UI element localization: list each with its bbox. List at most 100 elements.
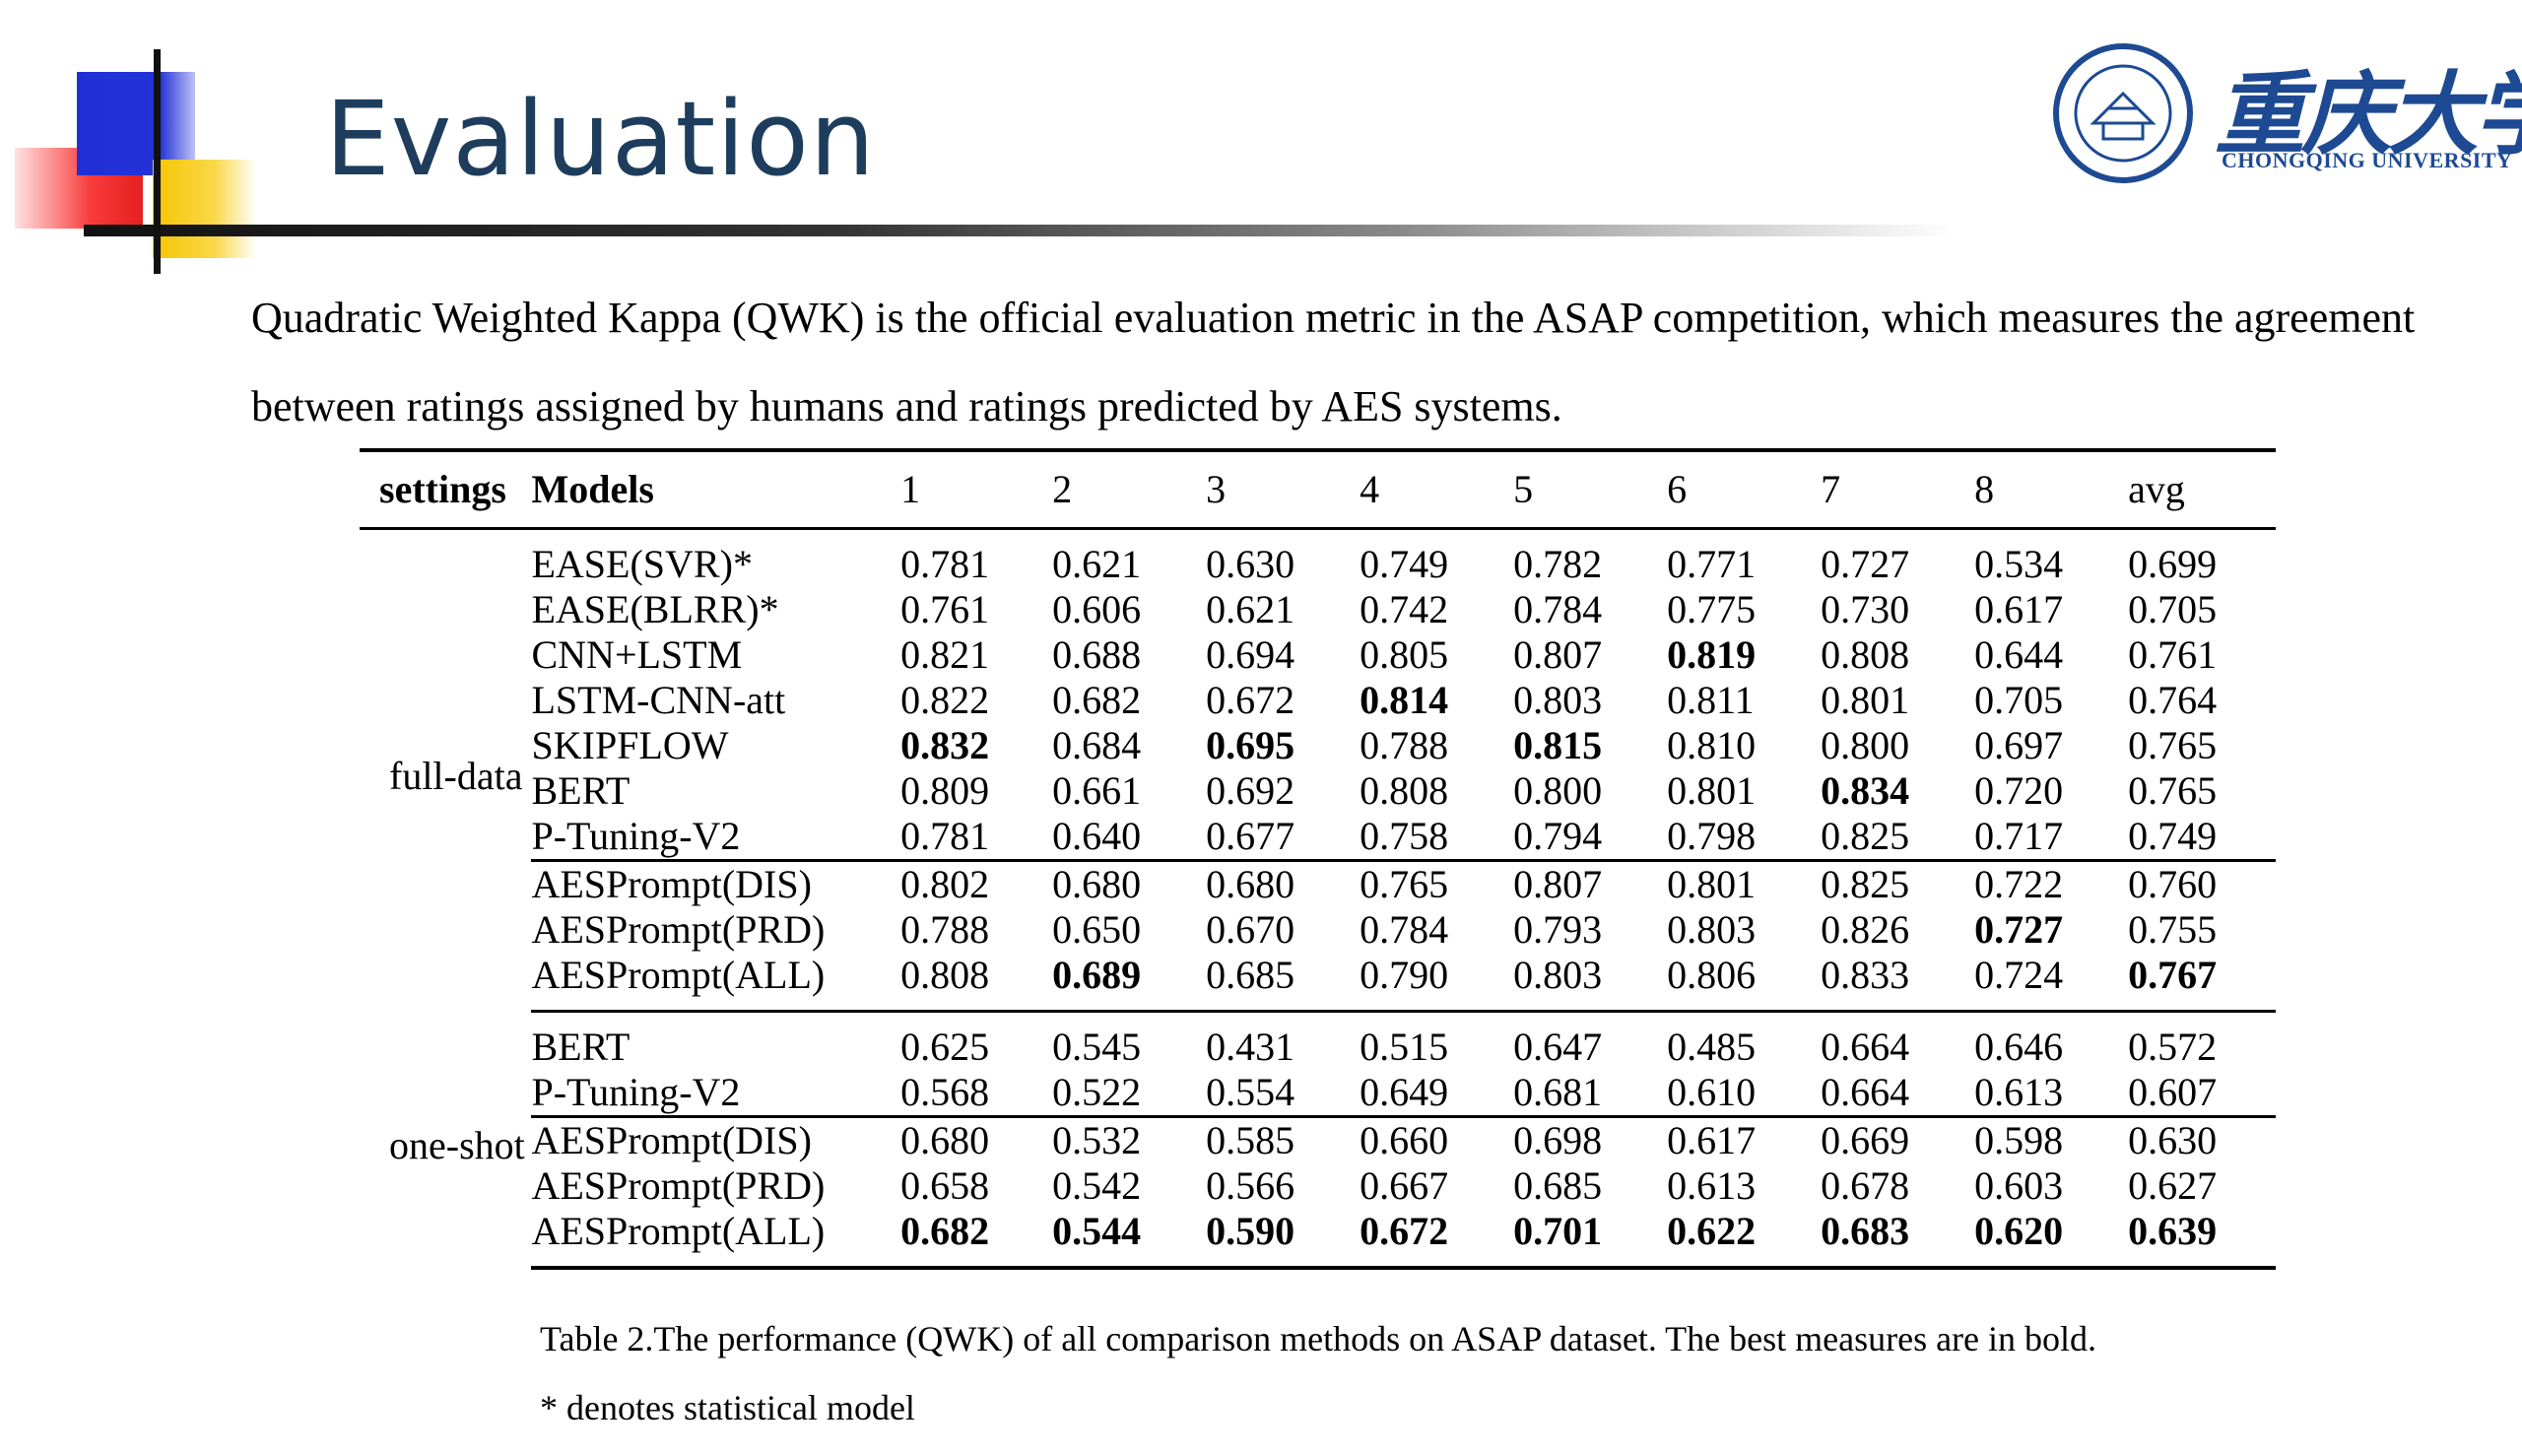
score-cell: 0.802 xyxy=(900,859,1053,907)
score-cell: 0.790 xyxy=(1360,953,1514,1013)
table-row: AESPrompt(PRD) 0.658 0.542 0.566 0.667 0.685 0… xyxy=(360,1163,2276,1209)
score-cell: 0.730 xyxy=(1821,587,1910,631)
score-cell: 0.825 xyxy=(1821,814,1910,858)
score-cell: 0.800 xyxy=(1513,768,1603,813)
score-cell: 0.621 xyxy=(1206,587,1295,631)
score-cell: 0.692 xyxy=(1206,768,1295,813)
score-cell: 0.793 xyxy=(1513,907,1603,952)
score-cell: 0.809 xyxy=(900,768,990,813)
table-row: AESPrompt(PRD) 0.788 0.650 0.670 0.784 0.793 0… xyxy=(360,907,2276,953)
score-cell: 0.705 xyxy=(2128,587,2218,631)
score-cell: 0.661 xyxy=(1052,768,1142,813)
score-cell: 0.485 xyxy=(1667,1025,1757,1069)
table-footnote: * denotes statistical model xyxy=(540,1388,915,1427)
university-seal-icon xyxy=(2053,43,2193,183)
score-cell: 0.680 xyxy=(1206,859,1361,907)
model-cell: P-Tuning-V2 xyxy=(531,1070,741,1114)
score-cell: 0.515 xyxy=(1360,1025,1449,1069)
score-cell: 0.833 xyxy=(1821,953,1975,1013)
score-cell: 0.658 xyxy=(900,1163,990,1208)
score-cell: 0.522 xyxy=(1052,1070,1142,1114)
table-row: full-data EASE(SVR)* 0.781 0.621 0.630 0.749 0… xyxy=(360,529,2276,798)
table-caption: Table 2.The performance (QWK) of all com… xyxy=(540,1319,2097,1358)
score-cell: 0.544 xyxy=(1052,1209,1207,1270)
score-cell: 0.606 xyxy=(1052,587,1142,631)
model-cell: P-Tuning-V2 xyxy=(531,814,741,858)
score-cell: 0.765 xyxy=(2128,723,2218,767)
column-header: 3 xyxy=(1206,448,1361,530)
model-cell: CNN+LSTM xyxy=(531,632,743,677)
university-name-en: CHONGQING UNIVERSITY xyxy=(2222,148,2513,172)
score-cell: 0.761 xyxy=(900,587,990,631)
score-cell: 0.630 xyxy=(1206,542,1295,586)
model-cell: AESPrompt(PRD) xyxy=(531,1163,826,1208)
column-header: 2 xyxy=(1052,448,1207,530)
column-header: settings xyxy=(360,448,532,530)
title-underline xyxy=(84,225,1956,236)
score-cell: 0.603 xyxy=(1974,1163,2064,1208)
score-cell: 0.801 xyxy=(1821,678,1910,722)
score-cell: 0.788 xyxy=(900,907,990,952)
score-cell: 0.678 xyxy=(1821,1163,1910,1208)
score-cell: 0.771 xyxy=(1667,542,1757,586)
university-name-cn: 重庆大学 xyxy=(2215,62,2522,167)
score-cell: 0.681 xyxy=(1513,1070,1603,1114)
setting-cell: full-data xyxy=(389,754,523,799)
table-row: AESPrompt(ALL) 0.808 0.689 0.685 0.790 0.803 0… xyxy=(360,953,2276,1013)
setting-cell: one-shot xyxy=(389,1122,525,1167)
score-cell: 0.755 xyxy=(2128,907,2218,952)
score-cell: 0.794 xyxy=(1513,814,1603,858)
score-cell: 0.677 xyxy=(1206,814,1295,858)
slide-title: Evaluation xyxy=(325,79,876,199)
score-cell: 0.801 xyxy=(1667,859,1822,907)
column-header: 5 xyxy=(1513,448,1668,530)
score-cell: 0.682 xyxy=(1052,678,1142,722)
score-cell: 0.695 xyxy=(1206,723,1295,767)
column-header: Models xyxy=(531,448,901,530)
score-cell: 0.670 xyxy=(1206,907,1295,952)
score-cell: 0.701 xyxy=(1513,1209,1668,1270)
score-cell: 0.622 xyxy=(1667,1209,1822,1270)
score-cell: 0.699 xyxy=(2128,542,2218,586)
table-row: AESPrompt(DIS) 0.802 0.680 0.680 0.765 0.807 0… xyxy=(360,859,2276,907)
score-cell: 0.697 xyxy=(1974,723,2064,767)
column-header: avg xyxy=(2128,448,2276,530)
score-cell: 0.781 xyxy=(900,542,990,586)
score-cell: 0.815 xyxy=(1513,723,1603,767)
model-cell: AESPrompt(ALL) xyxy=(531,953,901,1013)
score-cell: 0.749 xyxy=(1360,542,1449,586)
score-cell: 0.627 xyxy=(2128,1163,2218,1208)
column-header: 6 xyxy=(1667,448,1822,530)
score-cell: 0.803 xyxy=(1513,953,1668,1013)
score-cell: 0.630 xyxy=(2128,1115,2276,1163)
score-cell: 0.808 xyxy=(1821,632,1910,677)
score-cell: 0.760 xyxy=(2128,859,2276,907)
score-cell: 0.808 xyxy=(900,953,1053,1013)
score-cell: 0.664 xyxy=(1821,1025,1910,1069)
score-cell: 0.803 xyxy=(1513,678,1603,722)
score-cell: 0.800 xyxy=(1821,723,1910,767)
score-cell: 0.532 xyxy=(1052,1115,1207,1163)
score-cell: 0.554 xyxy=(1206,1070,1295,1114)
score-cell: 0.822 xyxy=(900,678,990,722)
score-cell: 0.765 xyxy=(1360,859,1514,907)
score-cell: 0.625 xyxy=(900,1025,990,1069)
score-cell: 0.819 xyxy=(1667,632,1757,677)
score-cell: 0.647 xyxy=(1513,1025,1603,1069)
column-header: 4 xyxy=(1360,448,1514,530)
score-cell: 0.680 xyxy=(1052,859,1207,907)
table-row: P-Tuning-V2 0.781 0.640 0.677 0.758 0.794 0.79… xyxy=(360,814,2276,861)
score-cell: 0.806 xyxy=(1667,953,1822,1013)
score-cell: 0.798 xyxy=(1667,814,1757,858)
score-cell: 0.694 xyxy=(1206,632,1295,677)
score-cell: 0.834 xyxy=(1821,768,1910,813)
performance-table: settings Models 1 2 3 4 5 6 7 8 avg full-data EASE(… xyxy=(360,448,2276,1270)
score-cell: 0.705 xyxy=(1974,678,2064,722)
score-cell: 0.617 xyxy=(1974,587,2064,631)
decor-blue-square xyxy=(77,72,195,175)
intro-paragraph: Quadratic Weighted Kappa (QWK) is the of… xyxy=(251,294,2416,430)
score-cell: 0.807 xyxy=(1513,632,1603,677)
score-cell: 0.724 xyxy=(1974,953,2129,1013)
table-body: full-data EASE(SVR)* 0.781 0.621 0.630 0.749 0… xyxy=(360,529,2276,1270)
table-row: one-shot BERT 0.625 0.545 0.431 0.515 0.647 0.4… xyxy=(360,1012,2276,1167)
